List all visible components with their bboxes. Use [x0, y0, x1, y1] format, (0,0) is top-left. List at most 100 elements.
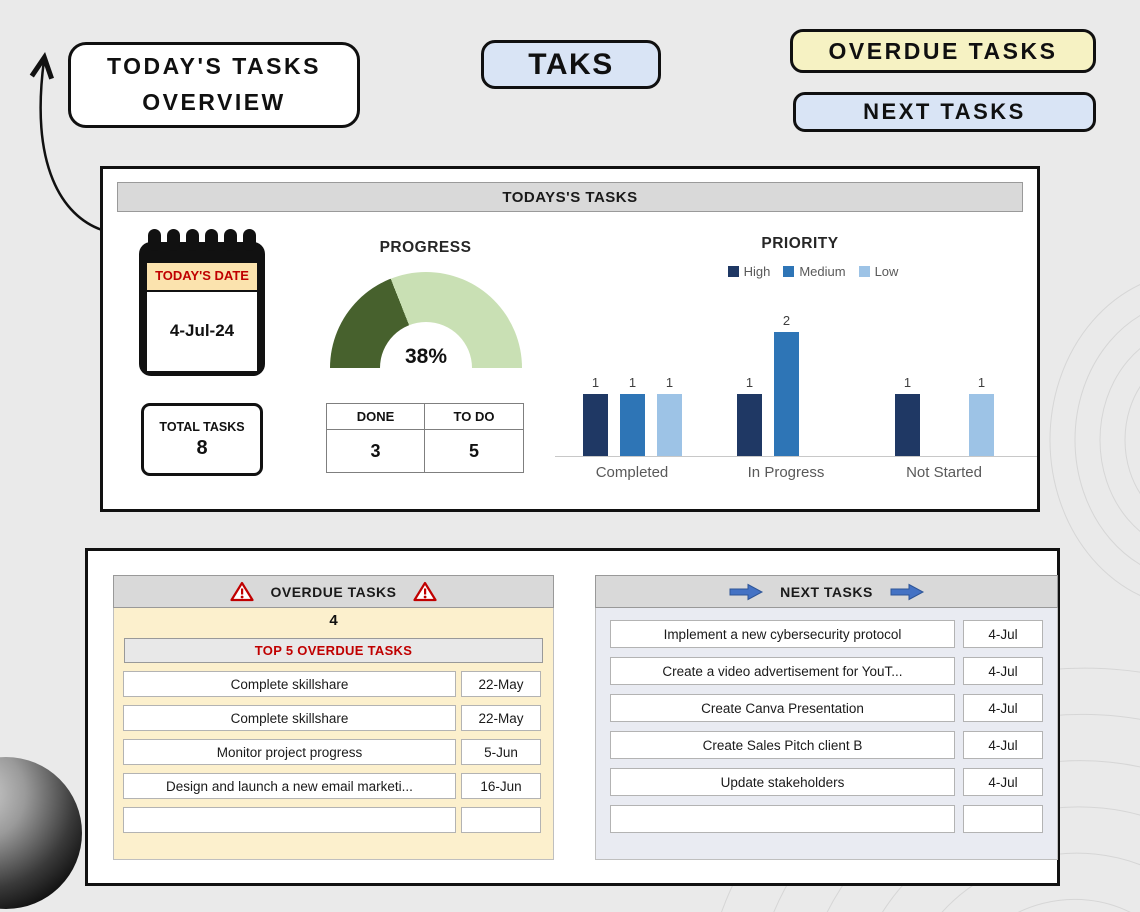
- progress-title: PROGRESS: [379, 239, 472, 256]
- priority-legend: High Medium Low: [688, 264, 938, 279]
- overdue-task-cell[interactable]: Monitor project progress: [123, 739, 456, 765]
- next-date-cell[interactable]: 4-Jul: [963, 694, 1043, 722]
- legend-item-medium: Medium: [783, 264, 846, 279]
- bar-rect: [895, 394, 920, 456]
- warning-icon: [230, 581, 255, 602]
- next-date-cell[interactable]: [963, 805, 1043, 833]
- annotation-arrow: [29, 51, 103, 232]
- bar-notstarted-low: 1: [969, 375, 994, 456]
- next-task-cell[interactable]: Create a video advertisement for YouT...: [610, 657, 955, 685]
- bar-inprogress-low: [811, 452, 836, 456]
- bar-value-label: 2: [782, 313, 791, 328]
- todo-value[interactable]: 5: [468, 440, 479, 461]
- legend-label-low: Low: [874, 264, 899, 279]
- overdue-tasks-section: OVERDUE TASKS 4 TOP 5 OVERDUE TASKS Comp…: [113, 575, 554, 860]
- calendar-face: TODAY'S DATE 4-Jul-24: [147, 263, 257, 371]
- total-tasks-box: TOTAL TASKS 8: [141, 403, 263, 476]
- todays-date-label: TODAY'S DATE: [147, 263, 257, 292]
- overdue-row: Complete skillshare 22-May: [123, 671, 541, 697]
- total-tasks-value: 8: [196, 436, 208, 459]
- arrow-right-icon: [890, 583, 924, 600]
- bar-value-label: 1: [591, 375, 600, 390]
- bar-group-in-progress: 1 2: [737, 313, 836, 456]
- overdue-date-cell[interactable]: 22-May: [461, 705, 541, 731]
- callout-overview-text: TODAY'S TASKS OVERVIEW: [107, 53, 321, 115]
- bar-notstarted-high: 1: [895, 375, 920, 456]
- overdue-row: Design and launch a new email marketi...…: [123, 773, 541, 799]
- bar-completed-medium: 1: [620, 375, 645, 456]
- next-row: [610, 805, 1043, 833]
- bar-completed-low: 1: [657, 375, 682, 456]
- next-date-cell[interactable]: 4-Jul: [963, 620, 1043, 648]
- overdue-date-cell[interactable]: 16-Jun: [461, 773, 541, 799]
- overdue-count: 4: [329, 612, 338, 629]
- next-task-cell[interactable]: Create Sales Pitch client B: [610, 731, 955, 759]
- callout-taks-text: TAKS: [528, 47, 614, 81]
- top5-overdue-subtitle: TOP 5 OVERDUE TASKS: [124, 638, 543, 663]
- legend-item-low: Low: [858, 264, 899, 279]
- done-todo-table: DONE TO DO 3 5: [326, 403, 524, 473]
- legend-swatch-low: [858, 266, 870, 277]
- callout-overdue-label: OVERDUE TASKS: [790, 29, 1096, 73]
- bar-value-label: 1: [745, 375, 754, 390]
- overdue-row: Complete skillshare 22-May: [123, 705, 541, 731]
- next-tasks-body: Implement a new cybersecurity protocol 4…: [595, 608, 1058, 860]
- progress-gauge: 38%: [330, 272, 522, 369]
- next-date-cell[interactable]: 4-Jul: [963, 731, 1043, 759]
- next-row: Create a video advertisement for YouT...…: [610, 657, 1043, 685]
- todays-tasks-panel: TODAYS'S TASKS TODAY'S DATE 4-Jul-24 TOT…: [100, 166, 1040, 512]
- overdue-task-cell[interactable]: Complete skillshare: [123, 705, 456, 731]
- overdue-row: [123, 807, 541, 833]
- callout-overdue-text: OVERDUE TASKS: [828, 37, 1058, 64]
- callout-taks-label: TAKS: [481, 40, 661, 89]
- overdue-tasks-body: 4 TOP 5 OVERDUE TASKS Complete skillshar…: [113, 608, 554, 860]
- priority-title: PRIORITY: [761, 235, 839, 252]
- bar-inprogress-medium: 2: [774, 313, 799, 456]
- legend-label-high: High: [743, 264, 771, 279]
- bar-group-completed: 1 1 1: [583, 375, 682, 456]
- done-header: DONE: [327, 404, 425, 430]
- legend-item-high: High: [727, 264, 771, 279]
- warning-icon: [412, 581, 437, 602]
- progress-percent: 38%: [404, 345, 448, 368]
- legend-swatch-medium: [783, 266, 795, 277]
- bar-value-label: 1: [665, 375, 674, 390]
- todays-date-value[interactable]: 4-Jul-24: [169, 321, 235, 341]
- next-tasks-title: NEXT TASKS: [780, 583, 873, 600]
- category-label-not-started: Not Started: [906, 464, 982, 481]
- bar-completed-high: 1: [583, 375, 608, 456]
- overdue-date-cell[interactable]: [461, 807, 541, 833]
- next-task-cell[interactable]: Implement a new cybersecurity protocol: [610, 620, 955, 648]
- bar-value-label: 1: [903, 375, 912, 390]
- overdue-task-cell[interactable]: Design and launch a new email marketi...: [123, 773, 456, 799]
- callout-next-text: NEXT TASKS: [863, 99, 1026, 124]
- next-row: Create Sales Pitch client B 4-Jul: [610, 731, 1043, 759]
- bar-value-label: 1: [977, 375, 986, 390]
- bar-notstarted-medium: [932, 452, 957, 456]
- bar-rect: [620, 394, 645, 456]
- bar-rect: [737, 394, 762, 456]
- overdue-row: Monitor project progress 5-Jun: [123, 739, 541, 765]
- overdue-task-cell[interactable]: Complete skillshare: [123, 671, 456, 697]
- callout-next-label: NEXT TASKS: [793, 92, 1096, 132]
- bar-inprogress-high: 1: [737, 375, 762, 456]
- done-value[interactable]: 3: [327, 430, 425, 472]
- next-date-cell[interactable]: 4-Jul: [963, 657, 1043, 685]
- legend-swatch-high: [727, 266, 739, 277]
- next-row: Implement a new cybersecurity protocol 4…: [610, 620, 1043, 648]
- overdue-date-cell[interactable]: 5-Jun: [461, 739, 541, 765]
- todays-tasks-header: TODAYS'S TASKS: [117, 182, 1023, 212]
- overdue-date-cell[interactable]: 22-May: [461, 671, 541, 697]
- next-task-cell[interactable]: [610, 805, 955, 833]
- overdue-task-cell[interactable]: [123, 807, 456, 833]
- overdue-tasks-title: OVERDUE TASKS: [270, 583, 397, 600]
- next-tasks-section: NEXT TASKS Implement a new cybersecurity…: [595, 575, 1058, 860]
- next-date-cell[interactable]: 4-Jul: [963, 768, 1043, 796]
- priority-bar-chart: 1 1 1 1 2 1 1: [555, 305, 1037, 457]
- next-task-cell[interactable]: Update stakeholders: [610, 768, 955, 796]
- callout-overview-label: TODAY'S TASKS OVERVIEW: [68, 42, 360, 128]
- bar-rect: [969, 394, 994, 456]
- next-task-cell[interactable]: Create Canva Presentation: [610, 694, 955, 722]
- bottom-panel: OVERDUE TASKS 4 TOP 5 OVERDUE TASKS Comp…: [85, 548, 1060, 886]
